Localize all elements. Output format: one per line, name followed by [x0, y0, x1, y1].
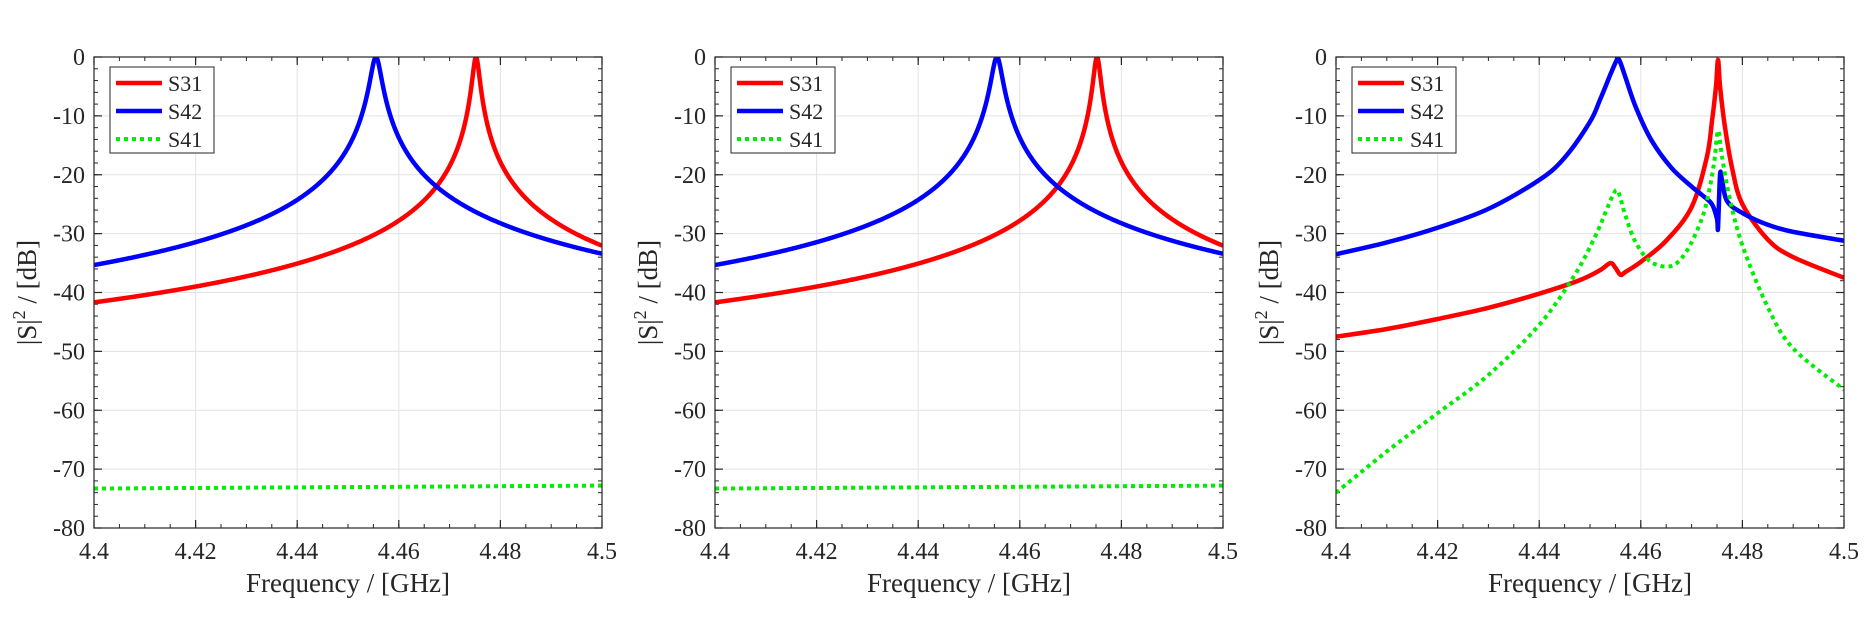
series-line-s31: [715, 57, 1223, 305]
x-tick-label: 4.48: [479, 539, 521, 565]
y-tick-label: -50: [674, 339, 706, 365]
legend: S31 S42 S41: [1351, 66, 1457, 154]
x-tick-label: 4.5: [1829, 539, 1859, 565]
x-tick-label: 4.48: [1100, 539, 1142, 565]
x-tick-label: 4.5: [1208, 539, 1238, 565]
x-tick-label: 4.5: [587, 539, 617, 565]
chart-panel-3: 4.4 4.42 4.44 4.46 4.48 4.5 0 -10 -20 -30 -40 -50 -6…: [1251, 45, 1859, 598]
x-tick-label: 4.46: [999, 539, 1041, 565]
x-axis-title: Frequency / [GHz]: [1488, 568, 1692, 598]
legend-label-s42: S42: [168, 99, 202, 124]
y-tick-label: -80: [674, 516, 706, 542]
y-axis-title: |S|2 / [dB]: [1251, 240, 1284, 345]
x-tick-label: 4.42: [796, 539, 838, 565]
x-tick-label: 4.44: [897, 539, 939, 565]
y-tick-label: -10: [1295, 104, 1327, 130]
y-axis-title-base: |S|: [1254, 319, 1284, 345]
y-tick-label: -20: [674, 163, 706, 189]
y-tick-label: -60: [1295, 398, 1327, 424]
y-tick-label: 0: [73, 45, 85, 71]
y-axis-title: |S|2 / [dB]: [630, 240, 663, 345]
y-tick-label: -70: [53, 457, 85, 483]
y-tick-label: -60: [53, 398, 85, 424]
series-line-s42: [715, 57, 1223, 268]
chart-panel-1: 4.4 4.42 4.44 4.46 4.48 4.5 0 -10 -20 -30 -40 -50 -6…: [9, 45, 617, 598]
y-tick-label: -20: [53, 163, 85, 189]
x-tick-label: 4.4: [700, 539, 730, 565]
legend-label-s41: S41: [789, 127, 823, 152]
legend-label-s31: S31: [168, 71, 202, 96]
y-tick-label: -40: [674, 281, 706, 307]
y-tick-label: -30: [674, 222, 706, 248]
legend-label-s41: S41: [1410, 127, 1444, 152]
y-tick-label: -30: [53, 222, 85, 248]
legend: S31 S42 S41: [730, 66, 836, 154]
x-tick-label: 4.4: [79, 539, 109, 565]
y-axis-title-sup: 2: [9, 310, 29, 319]
y-tick-label: -20: [1295, 163, 1327, 189]
x-tick-label: 4.42: [175, 539, 217, 565]
x-tick-label: 4.44: [1518, 539, 1560, 565]
x-axis-title: Frequency / [GHz]: [246, 568, 450, 598]
y-tick-label: -50: [1295, 339, 1327, 365]
series-line-s42: [94, 57, 602, 268]
y-tick-label: -40: [53, 281, 85, 307]
y-axis-title-unit: / [dB]: [12, 240, 42, 311]
y-tick-label: -70: [1295, 457, 1327, 483]
legend-label-s42: S42: [789, 99, 823, 124]
x-tick-label: 4.44: [276, 539, 318, 565]
y-tick-label: -30: [1295, 222, 1327, 248]
y-axis-title-sup: 2: [1251, 310, 1271, 319]
legend-label-s41: S41: [168, 127, 202, 152]
x-tick-label: 4.46: [1620, 539, 1662, 565]
y-axis-title-unit: / [dB]: [1254, 240, 1284, 311]
y-tick-label: -10: [53, 104, 85, 130]
y-tick-label: -60: [674, 398, 706, 424]
x-tick-label: 4.46: [378, 539, 420, 565]
y-tick-label: 0: [1315, 45, 1327, 71]
series-line-s42: [1336, 57, 1844, 257]
y-tick-label: -40: [1295, 281, 1327, 307]
y-axis-title-base: |S|: [12, 319, 42, 345]
y-axis-title-base: |S|: [633, 319, 663, 345]
legend-label-s31: S31: [1410, 71, 1444, 96]
y-tick-label: 0: [694, 45, 706, 71]
y-tick-label: -80: [1295, 516, 1327, 542]
y-axis-title-sup: 2: [630, 310, 650, 319]
x-tick-label: 4.4: [1321, 539, 1351, 565]
y-tick-label: -80: [53, 516, 85, 542]
legend-label-s31: S31: [789, 71, 823, 96]
x-axis-title: Frequency / [GHz]: [867, 568, 1071, 598]
y-axis-title: |S|2 / [dB]: [9, 240, 42, 345]
y-axis-title-unit: / [dB]: [633, 240, 663, 311]
y-tick-label: -50: [53, 339, 85, 365]
legend: S31 S42 S41: [109, 66, 215, 154]
y-tick-label: -70: [674, 457, 706, 483]
x-tick-label: 4.48: [1721, 539, 1763, 565]
legend-label-s42: S42: [1410, 99, 1444, 124]
x-tick-label: 4.42: [1417, 539, 1459, 565]
chart-panel-2: 4.4 4.42 4.44 4.46 4.48 4.5 0 -10 -20 -30 -40 -50 -6…: [630, 45, 1238, 598]
series-line-s31: [1336, 57, 1844, 339]
y-tick-label: -10: [674, 104, 706, 130]
series-line-s31: [94, 57, 602, 305]
